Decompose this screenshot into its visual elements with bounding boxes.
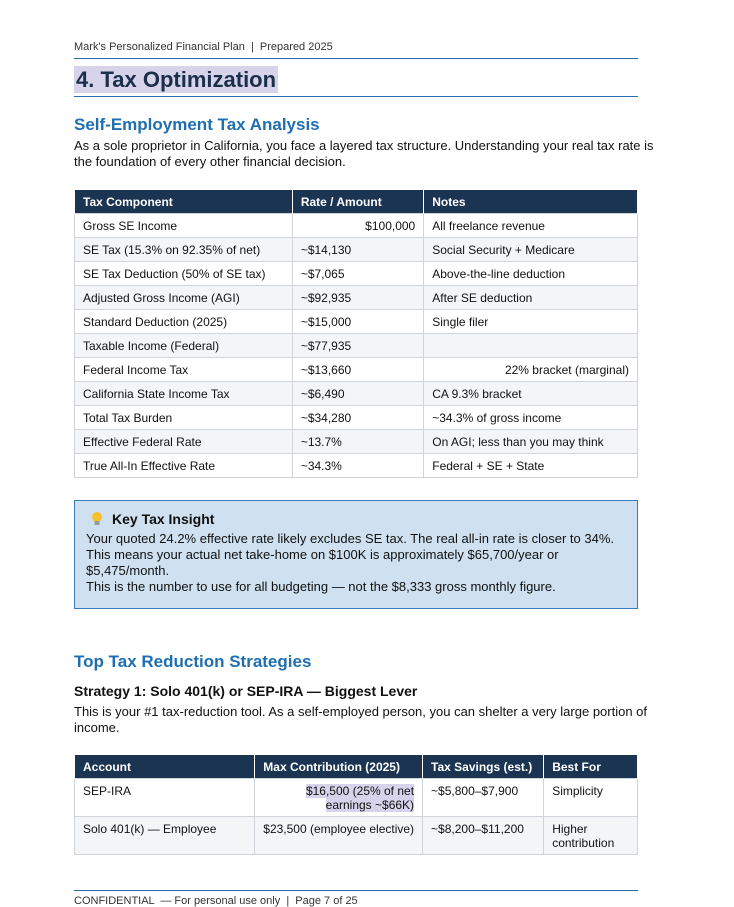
insight-title: Key Tax Insight xyxy=(86,511,626,527)
table-cell: ~$6,490 xyxy=(291,381,425,406)
section-heading: Self-Employment Tax Analysis xyxy=(74,115,320,134)
table-row: Effective Federal Rate ~13.7% On AGI; less… xyxy=(74,429,638,454)
column-header: Rate / Amount xyxy=(291,189,425,214)
column-header: Notes xyxy=(423,189,638,214)
table-cell: Taxable Income (Federal) xyxy=(74,333,293,358)
table-cell: Federal Income Tax xyxy=(74,357,293,382)
table-cell: After SE deduction xyxy=(423,285,638,310)
table-cell: ~$5,800–$7,900 xyxy=(422,778,545,817)
column-header: Max Contribution (2025) xyxy=(254,754,424,779)
header-row: Account Max Contribution (2025) Tax Saving… xyxy=(73,754,638,779)
table-cell: Solo 401(k) — Employee xyxy=(73,816,256,855)
highlight: $16,500 (25% of net earnings ~$66K) xyxy=(305,784,415,812)
footer: CONFIDENTIAL — For personal use only | P… xyxy=(74,895,358,907)
insight-box: Key Tax Insight Your quoted 24.2% effect… xyxy=(74,500,638,609)
table-cell: Adjusted Gross Income (AGI) xyxy=(74,285,293,310)
table-cell: All freelance revenue xyxy=(423,213,638,238)
header-row: Tax Component Rate / Amount Notes xyxy=(74,189,638,214)
table-cell: ~$34,280 xyxy=(291,405,425,430)
table-cell: SE Tax Deduction (50% of SE tax) xyxy=(74,261,293,286)
table-cell: ~$7,065 xyxy=(291,261,425,286)
insight-paragraph: This is the number to use for all budget… xyxy=(86,579,556,594)
table-row: SE Tax (15.3% on 92.35% of net) ~$14,130 S… xyxy=(74,237,638,262)
insight-text: Your quoted 24.2% effective rate likely … xyxy=(86,531,626,595)
header: Mark's Personalized Financial Plan | Pre… xyxy=(74,41,333,53)
table-row: SEP-IRA $16,500 (25% of net earnings ~$66… xyxy=(73,778,638,817)
column-header: Best For xyxy=(543,754,638,779)
table-cell: Above-the-line deduction xyxy=(423,261,638,286)
table-cell: Gross SE Income xyxy=(74,213,293,238)
table-row: Taxable Income (Federal) ~$77,935 xyxy=(74,333,638,358)
table-cell: $16,500 (25% of net earnings ~$66K) xyxy=(254,778,424,817)
column-header: Tax Component xyxy=(74,189,293,214)
strategy-table: Account Max Contribution (2025) Tax Saving… xyxy=(73,754,638,855)
strategy-text: This is your #1 tax-reduction tool. As a… xyxy=(74,704,648,735)
table-row: Standard Deduction (2025) ~$15,000 Single … xyxy=(74,309,638,334)
bulb-icon xyxy=(92,512,102,525)
table-cell: 22% bracket (marginal) xyxy=(423,357,638,382)
table-cell: ~$15,000 xyxy=(291,309,425,334)
table-cell: ~34.3% of gross income xyxy=(423,405,638,430)
table-row: Solo 401(k) — Employee $23,500 (employee … xyxy=(73,816,638,855)
page-title: 4. Tax Optimization xyxy=(74,66,279,93)
insight-paragraph: Your quoted 24.2% effective rate likely … xyxy=(86,531,614,546)
table-cell xyxy=(423,333,638,358)
table-cell: $23,500 (employee elective) xyxy=(254,816,424,855)
table-cell: ~$77,935 xyxy=(291,333,425,358)
table-row: Gross SE Income $100,000 All freelance rev… xyxy=(74,213,638,238)
intro: As a sole proprietor in California, you … xyxy=(74,138,654,169)
insight-paragraph: This means your actual net take-home on … xyxy=(86,547,559,578)
table-cell: Single filer xyxy=(423,309,638,334)
header-rule xyxy=(74,58,638,59)
table-cell: ~$92,935 xyxy=(291,285,425,310)
table-cell: $100,000 xyxy=(291,213,425,238)
table-cell: Total Tax Burden xyxy=(74,405,293,430)
table-cell: SEP-IRA xyxy=(73,778,256,817)
table-cell: ~13.7% xyxy=(291,429,425,454)
table-cell: Social Security + Medicare xyxy=(423,237,638,262)
table-cell: Higher contribution xyxy=(543,816,638,855)
table-cell: California State Income Tax xyxy=(74,381,293,406)
footer-rule xyxy=(74,890,638,891)
table-cell: Standard Deduction (2025) xyxy=(74,309,293,334)
tax-table: Tax Component Rate / Amount Notes Gross SE … xyxy=(74,189,638,478)
table-cell: On AGI; less than you may think xyxy=(423,429,638,454)
table-row: Federal Income Tax ~$13,660 22% bracket (m… xyxy=(74,357,638,382)
section-heading: Top Tax Reduction Strategies xyxy=(74,652,312,671)
table-cell: True All-In Effective Rate xyxy=(74,453,293,478)
table-row: California State Income Tax ~$6,490 CA 9.3… xyxy=(74,381,638,406)
column-header: Account xyxy=(73,754,256,779)
table-cell: ~$14,130 xyxy=(291,237,425,262)
table-cell: SE Tax (15.3% on 92.35% of net) xyxy=(74,237,293,262)
insight-heading: Key Tax Insight xyxy=(112,511,215,527)
table-row: SE Tax Deduction (50% of SE tax) ~$7,065 A… xyxy=(74,261,638,286)
table-row: Total Tax Burden ~$34,280 ~34.3% of gross … xyxy=(74,405,638,430)
table-row: True All-In Effective Rate ~34.3% Federal … xyxy=(74,453,638,478)
table-cell: Effective Federal Rate xyxy=(74,429,293,454)
table-cell: ~$8,200–$11,200 xyxy=(422,816,545,855)
table-cell: ~$13,660 xyxy=(291,357,425,382)
table-cell: ~34.3% xyxy=(291,453,425,478)
table-cell: Federal + SE + State xyxy=(423,453,638,478)
column-header: Tax Savings (est.) xyxy=(422,754,545,779)
table-row: Adjusted Gross Income (AGI) ~$92,935 After… xyxy=(74,285,638,310)
title-rule xyxy=(74,96,638,97)
table-cell: Simplicity xyxy=(543,778,638,817)
table-cell: CA 9.3% bracket xyxy=(423,381,638,406)
strategy-heading: Strategy 1: Solo 401(k) or SEP-IRA — Big… xyxy=(74,683,418,699)
